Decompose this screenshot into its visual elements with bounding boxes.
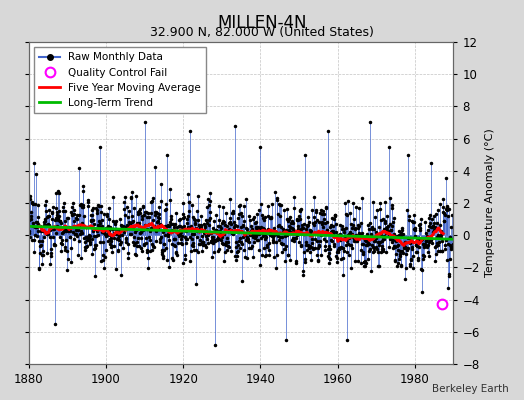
Text: Berkeley Earth: Berkeley Earth: [432, 384, 508, 394]
Text: MILLEN-4N: MILLEN-4N: [217, 14, 307, 32]
Y-axis label: Temperature Anomaly (°C): Temperature Anomaly (°C): [485, 129, 495, 277]
Text: 32.900 N, 82.000 W (United States): 32.900 N, 82.000 W (United States): [150, 26, 374, 39]
Legend: Raw Monthly Data, Quality Control Fail, Five Year Moving Average, Long-Term Tren: Raw Monthly Data, Quality Control Fail, …: [34, 47, 206, 113]
